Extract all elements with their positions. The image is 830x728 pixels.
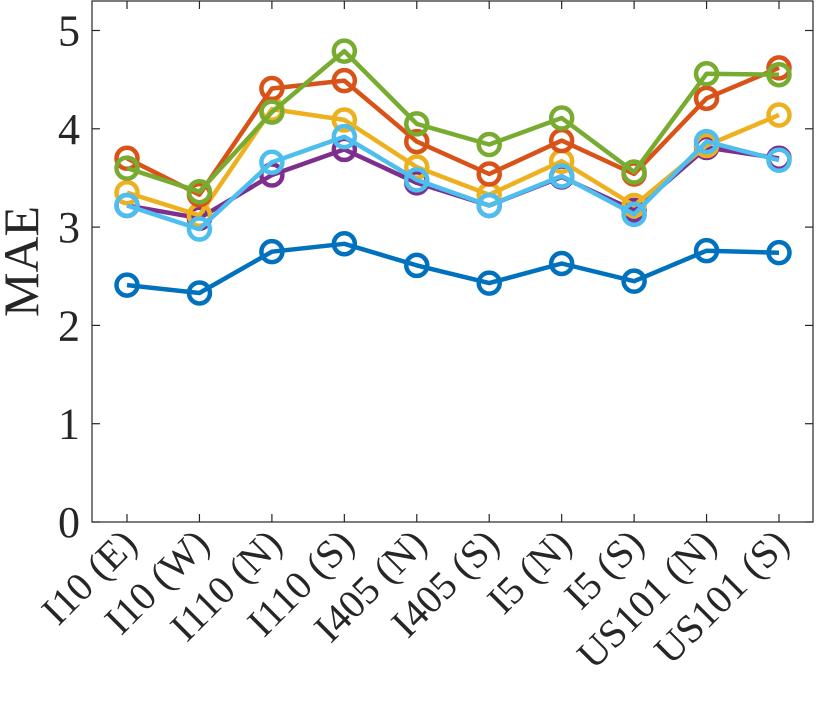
data-point bbox=[259, 149, 285, 175]
y-tick-label: 2 bbox=[58, 301, 80, 350]
data-point bbox=[404, 252, 430, 279]
data-point bbox=[259, 75, 285, 102]
data-point bbox=[331, 231, 358, 257]
data-point bbox=[404, 128, 430, 155]
data-point bbox=[259, 238, 285, 265]
data-point bbox=[766, 239, 792, 266]
plot-frame bbox=[91, 0, 814, 523]
data-point bbox=[331, 38, 358, 64]
data-point bbox=[259, 99, 285, 125]
data-point bbox=[186, 280, 213, 306]
data-point bbox=[766, 102, 792, 128]
data-point bbox=[693, 60, 720, 87]
data-point bbox=[404, 111, 430, 137]
y-tick-label: 4 bbox=[58, 105, 80, 154]
series-4 bbox=[114, 123, 792, 242]
data-point bbox=[548, 105, 575, 131]
data-point bbox=[331, 67, 358, 94]
data-point bbox=[548, 163, 575, 189]
data-point bbox=[621, 268, 647, 294]
y-tick-label: 0 bbox=[58, 498, 80, 547]
y-tick-label: 1 bbox=[58, 400, 80, 449]
series-3 bbox=[114, 38, 792, 205]
data-point bbox=[331, 123, 358, 150]
data-point bbox=[693, 237, 720, 264]
series-line bbox=[126, 134, 780, 232]
axes bbox=[91, 0, 814, 523]
data-point bbox=[114, 272, 140, 298]
data-point bbox=[114, 155, 140, 181]
data-point bbox=[766, 147, 792, 173]
data-point bbox=[404, 167, 430, 193]
data-point bbox=[186, 178, 213, 205]
y-axis-label: MAE bbox=[0, 206, 49, 317]
series-line bbox=[126, 48, 780, 194]
data-point bbox=[693, 85, 720, 112]
x-tick-label: I5 (N) bbox=[478, 521, 580, 623]
data-point bbox=[766, 61, 792, 88]
data-point bbox=[114, 179, 140, 206]
data-point bbox=[476, 131, 502, 158]
series-layer bbox=[114, 38, 792, 306]
series-5 bbox=[114, 231, 792, 306]
data-point bbox=[621, 159, 647, 185]
data-point bbox=[476, 192, 502, 219]
y-tick-label: 3 bbox=[58, 203, 80, 252]
y-tick-label: 5 bbox=[58, 6, 80, 55]
data-point bbox=[114, 192, 140, 219]
data-point bbox=[548, 250, 575, 277]
data-point bbox=[621, 201, 647, 228]
series-line bbox=[125, 65, 780, 197]
data-point bbox=[331, 107, 358, 133]
series-line bbox=[126, 241, 780, 296]
data-point bbox=[476, 270, 502, 296]
data-point bbox=[186, 216, 213, 242]
data-point bbox=[693, 128, 720, 155]
data-point bbox=[476, 161, 502, 187]
